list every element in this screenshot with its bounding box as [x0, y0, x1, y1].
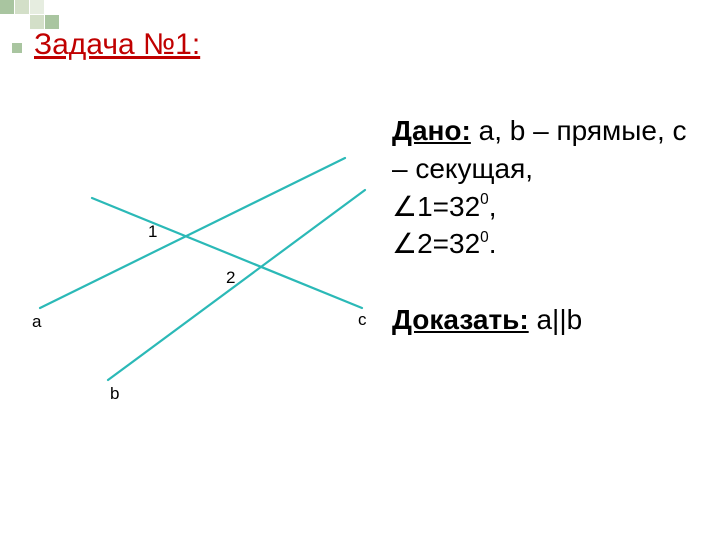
label-angle-1: 1: [148, 222, 157, 242]
bullet-square: [12, 43, 22, 53]
geometry-diagram: a b c 1 2: [10, 120, 380, 440]
label-b: b: [110, 384, 119, 404]
angle-2-text: ∠2=320.: [392, 228, 497, 259]
line-a: [40, 158, 345, 308]
label-a: a: [32, 312, 41, 332]
deco-square: [30, 0, 44, 14]
deco-square: [45, 15, 59, 29]
given-label: Дано:: [392, 115, 471, 146]
angle-1-text: ∠1=320,: [392, 191, 497, 222]
label-angle-2: 2: [226, 268, 235, 288]
label-c: c: [358, 310, 367, 330]
prove-label: Доказать:: [392, 304, 529, 335]
deco-square: [15, 0, 29, 14]
diagram-svg: [10, 120, 380, 440]
prove-body: а||b: [529, 304, 582, 335]
problem-text: Дано: a, b – прямые, с – секущая, ∠1=320…: [392, 112, 702, 339]
deco-square: [30, 15, 44, 29]
deco-square: [0, 0, 14, 14]
problem-heading: Задача №1:: [34, 28, 200, 62]
line-b: [108, 190, 365, 380]
